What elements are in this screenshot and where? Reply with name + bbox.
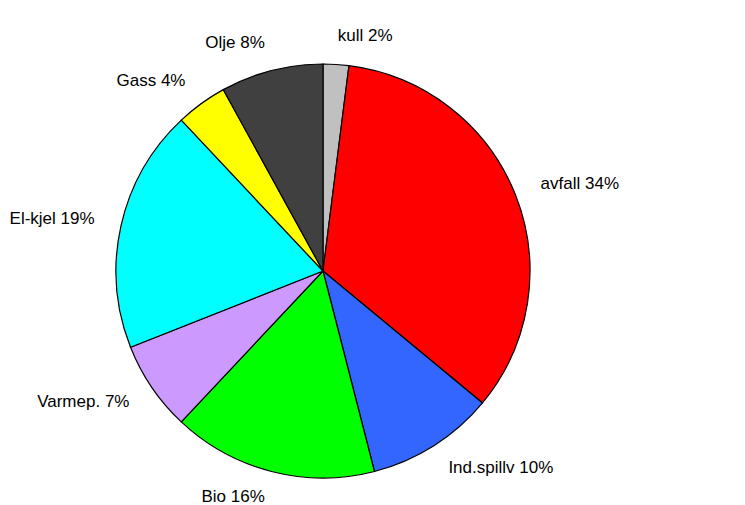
value-label: 8% (240, 34, 265, 53)
slices (116, 64, 530, 478)
category-label: kull (338, 27, 364, 46)
slice-label: avfall 34% (541, 174, 619, 193)
value-label: 7% (105, 392, 130, 411)
labels: kull 2% avfall 34% Ind.spillv 10% Bio 16% Va… (10, 27, 619, 505)
category-label: Gass (116, 71, 156, 90)
category-label: El-kjel (10, 209, 56, 228)
value-label: 16% (231, 487, 265, 505)
slice-label: Gass 4% (116, 71, 185, 90)
slice-label: Olje 8% (205, 34, 265, 53)
value-label: 19% (61, 209, 95, 228)
slice-label: Varmep. 7% (37, 392, 129, 411)
category-label: Olje (205, 34, 235, 53)
slice-label: Ind.spillv 10% (448, 458, 553, 477)
value-label: 4% (161, 71, 186, 90)
category-label: Varmep. (37, 392, 100, 411)
value-label: 2% (368, 27, 393, 46)
slice-label: El-kjel 19% (10, 209, 95, 228)
slice-label: kull 2% (338, 27, 393, 46)
category-label: Ind.spillv (448, 458, 515, 477)
category-label: avfall (541, 174, 581, 193)
value-label: 10% (519, 458, 553, 477)
chart-container: kull 2% avfall 34% Ind.spillv 10% Bio 16% Va… (0, 0, 745, 505)
slice-label: Bio 16% (201, 487, 264, 505)
value-label: 34% (585, 174, 619, 193)
category-label: Bio (201, 487, 226, 505)
pie-chart: kull 2% avfall 34% Ind.spillv 10% Bio 16% Va… (0, 0, 745, 505)
pie-slice (223, 64, 323, 271)
